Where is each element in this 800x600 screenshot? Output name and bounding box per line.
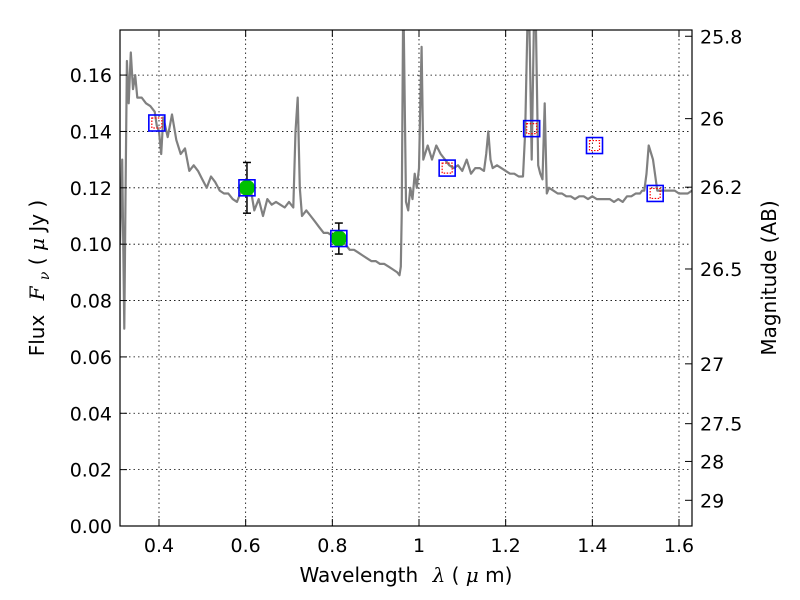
x-axis-title-text: Wavelength [300, 563, 419, 587]
model-point [585, 136, 604, 155]
y-axis-title-subscript: ν [37, 271, 53, 280]
x-tick-label: 0.4 [144, 535, 174, 557]
x-axis-title-unit-open: ( [452, 563, 460, 587]
x-tick-label: 0.8 [317, 535, 347, 557]
y2-tick-label: 26.2 [700, 177, 742, 199]
upper-limit-marker [441, 162, 453, 174]
upper-limit-marker [588, 139, 601, 152]
y-tick-label: 0.04 [70, 403, 112, 425]
x-tick-label: 1.4 [577, 535, 607, 557]
x-axis-title: Wavelength λ ( μ m) [300, 563, 513, 587]
spectrum-line [120, 30, 692, 330]
y-axis-title-unit-mu: μ [25, 238, 49, 251]
y-tick-label: 0.16 [70, 65, 112, 87]
y-axis-title-unit-rest: Jy ) [25, 200, 49, 234]
y-tick-label: 0.06 [70, 347, 112, 369]
plot-frame [119, 29, 693, 527]
y2-tick-label: 27 [700, 354, 724, 376]
y-tick-label: 0.10 [70, 234, 112, 256]
x-axis-title-unit-rest: m) [485, 563, 512, 587]
y-tick-label: 0.02 [70, 460, 112, 482]
x-axis-title-unit-mu: μ [466, 563, 479, 587]
y-tick-label: 0.00 [70, 516, 112, 538]
data-series [120, 30, 692, 330]
model-point [238, 179, 256, 197]
y-axis-title-symbol: F [25, 285, 49, 301]
upper-limit-marker [649, 187, 661, 200]
x-tick-label: 1.2 [491, 535, 521, 557]
y-tick-label: 0.14 [70, 121, 112, 143]
axis-ticks: 0.4 0.6 0.8 1 1.2 1.4 1.6 0.00 0.02 0.04 0.06 0.08 0… [70, 26, 743, 557]
x-axis-title-symbol: λ [432, 563, 446, 587]
x-tick-label: 0.6 [231, 535, 261, 557]
grid-lines [120, 30, 692, 526]
observed-point [238, 179, 255, 196]
model-point [148, 114, 166, 132]
y2-axis-title: Magnitude (AB) [757, 200, 781, 355]
y-axis-title: Flux F ν ( μ Jy ) [25, 200, 54, 357]
upper-limit-marker [526, 123, 538, 135]
y2-tick-label: 27.5 [700, 414, 742, 436]
y2-tick-label: 26 [700, 109, 724, 131]
y2-tick-label: 28 [700, 451, 724, 473]
y2-tick-label: 29 [700, 490, 724, 512]
model-point [438, 159, 456, 177]
observed-point [330, 230, 347, 247]
model-point [330, 229, 348, 248]
y-tick-label: 0.08 [70, 291, 112, 313]
y-axis-title-text: Flux [25, 315, 49, 357]
y2-tick-label: 25.8 [700, 26, 742, 48]
model-point [522, 119, 541, 138]
x-tick-label: 1.6 [664, 535, 694, 557]
x-tick-label: 1 [413, 535, 425, 557]
y2-tick-label: 26.5 [700, 259, 742, 281]
model-point [646, 184, 664, 203]
upper-limit-marker [151, 117, 163, 129]
y-tick-label: 0.12 [70, 178, 112, 200]
y-axis-title-unit-open: ( [25, 257, 49, 265]
